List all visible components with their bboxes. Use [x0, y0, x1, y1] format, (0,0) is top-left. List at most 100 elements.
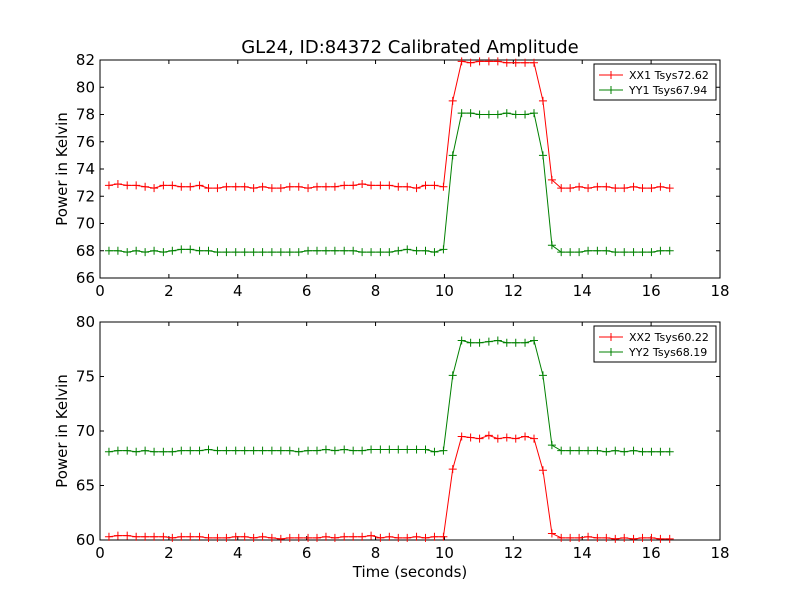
- data-point-marker: [493, 336, 502, 345]
- data-point-marker: [222, 182, 231, 191]
- data-point-marker: [276, 446, 285, 455]
- legend-label: XX2 Tsys60.22: [629, 331, 709, 344]
- data-point-marker: [321, 246, 330, 255]
- x-tick-label: 4: [233, 544, 243, 562]
- data-point-marker: [575, 533, 584, 542]
- data-point-marker: [285, 182, 294, 191]
- data-point-marker: [231, 532, 240, 541]
- data-point-marker: [412, 246, 421, 255]
- data-point-marker: [285, 446, 294, 455]
- data-point-marker: [367, 531, 376, 540]
- data-point-marker: [412, 184, 421, 193]
- data-point-marker: [349, 246, 358, 255]
- data-point-marker: [647, 184, 656, 193]
- data-point-marker: [123, 181, 132, 190]
- data-point-marker: [240, 446, 249, 455]
- data-point-marker: [159, 447, 168, 456]
- data-point-marker: [484, 110, 493, 119]
- y-tick-label: 80: [76, 313, 95, 331]
- data-point-marker: [430, 248, 439, 257]
- data-point-marker: [195, 446, 204, 455]
- data-point-marker: [421, 181, 430, 190]
- data-point-marker: [132, 246, 141, 255]
- data-point-marker: [213, 533, 222, 542]
- data-point-marker: [629, 182, 638, 191]
- x-tick-label: 16: [642, 544, 661, 562]
- data-point-marker: [267, 533, 276, 542]
- data-point-marker: [349, 181, 358, 190]
- data-point-marker: [403, 182, 412, 191]
- data-point-marker: [439, 182, 448, 191]
- data-point-marker: [313, 182, 321, 191]
- data-point-marker: [150, 447, 159, 456]
- data-point-marker: [521, 432, 530, 441]
- data-point-marker: [358, 532, 367, 541]
- data-point-marker: [656, 447, 665, 456]
- data-point-marker: [394, 445, 403, 454]
- data-point-marker: [502, 433, 511, 442]
- data-point-marker: [267, 248, 276, 257]
- data-point-marker: [285, 533, 294, 542]
- data-point-marker: [475, 110, 484, 119]
- data-point-marker: [267, 446, 276, 455]
- data-point-marker: [150, 184, 159, 193]
- data-point-marker: [177, 245, 186, 254]
- data-point-marker: [493, 434, 502, 443]
- data-point-marker: [575, 446, 584, 455]
- data-point-marker: [104, 181, 113, 190]
- data-point-marker: [240, 248, 249, 257]
- data-point-marker: [330, 182, 339, 191]
- data-point-marker: [168, 447, 177, 456]
- data-point-marker: [258, 532, 267, 541]
- y-tick-label: 76: [76, 133, 95, 151]
- data-point-marker: [141, 446, 150, 455]
- data-point-marker: [421, 246, 430, 255]
- data-point-marker: [511, 110, 520, 119]
- data-point-marker: [304, 246, 313, 255]
- data-point-marker: [394, 246, 403, 255]
- legend-box: [593, 325, 717, 363]
- data-point-marker: [321, 532, 330, 541]
- data-point-marker: [547, 529, 556, 538]
- data-point-marker: [584, 184, 593, 193]
- data-point-marker: [530, 434, 538, 443]
- data-point-marker: [258, 182, 267, 191]
- data-point-marker: [222, 248, 231, 257]
- data-point-marker: [656, 534, 665, 543]
- data-point-marker: [385, 248, 394, 257]
- data-point-marker: [665, 184, 674, 193]
- data-point-marker: [349, 532, 358, 541]
- data-point-marker: [330, 446, 339, 455]
- data-point-marker: [150, 246, 159, 255]
- data-point-marker: [104, 447, 113, 456]
- x-axis-label: Time (seconds): [352, 563, 468, 581]
- data-point-marker: [340, 445, 349, 454]
- data-point-marker: [602, 182, 611, 191]
- data-point-marker: [195, 181, 204, 190]
- data-point-marker: [113, 179, 122, 188]
- y-tick-label: 80: [76, 78, 95, 96]
- data-point-marker: [276, 248, 285, 257]
- data-point-marker: [593, 446, 602, 455]
- data-point-marker: [602, 533, 611, 542]
- data-point-marker: [584, 532, 593, 541]
- x-tick-label: 12: [504, 544, 523, 562]
- data-point-marker: [412, 445, 421, 454]
- data-point-marker: [294, 533, 303, 542]
- x-tick-label: 6: [302, 544, 312, 562]
- data-point-marker: [557, 533, 566, 542]
- data-point-marker: [113, 446, 122, 455]
- data-point-marker: [177, 446, 186, 455]
- legend-label: YY1 Tsys67.94: [628, 84, 707, 97]
- series-2: [104, 109, 674, 257]
- data-point-marker: [439, 446, 448, 455]
- data-point-marker: [231, 248, 240, 257]
- data-point-marker: [584, 446, 593, 455]
- data-point-marker: [304, 533, 313, 542]
- data-point-marker: [276, 534, 285, 543]
- x-tick-label: 18: [710, 544, 729, 562]
- data-point-marker: [304, 446, 313, 455]
- data-point-marker: [132, 532, 141, 541]
- data-point-marker: [385, 445, 394, 454]
- data-point-marker: [321, 182, 330, 191]
